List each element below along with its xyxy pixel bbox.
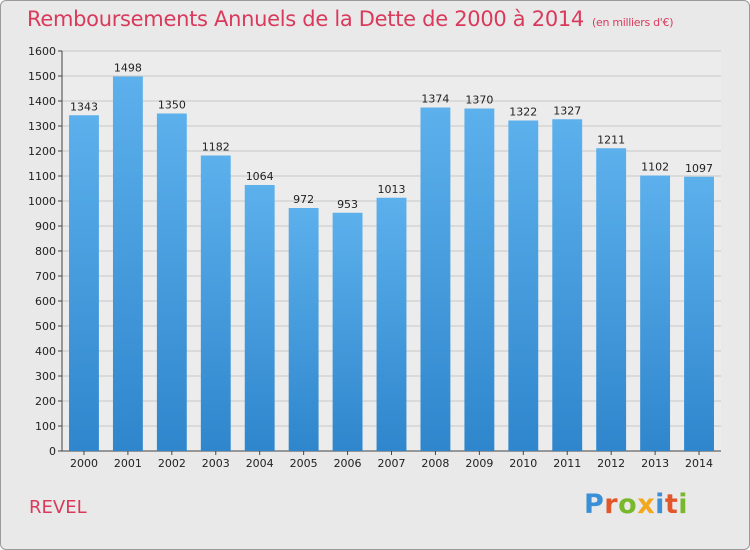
- y-tick-label: 1200: [28, 145, 56, 158]
- logo-letter: i: [655, 489, 665, 520]
- data-label: 1182: [202, 141, 230, 154]
- chart-title-text: Remboursements Annuels de la Dette de 20…: [27, 7, 584, 31]
- bar: [640, 175, 671, 451]
- y-tick-label: 0: [49, 445, 56, 458]
- logo-letter: P: [584, 489, 605, 520]
- y-tick-label: 500: [35, 320, 56, 333]
- bar: [69, 115, 99, 451]
- x-tick-label: 2011: [553, 457, 581, 470]
- y-tick-label: 1400: [28, 95, 56, 108]
- bar: [332, 212, 363, 451]
- data-label: 1350: [158, 99, 186, 112]
- logo-letter: x: [637, 489, 656, 520]
- bar: [552, 119, 583, 451]
- chart-title: Remboursements Annuels de la Dette de 20…: [27, 7, 673, 31]
- data-label: 1327: [553, 104, 581, 117]
- y-tick-label: 100: [35, 420, 56, 433]
- data-label: 1013: [378, 183, 406, 196]
- bar: [596, 148, 627, 451]
- proxiti-logo: Proxiti: [584, 489, 688, 520]
- chart-unit-note: (en milliers d'€): [592, 16, 674, 29]
- y-tick-label: 1600: [28, 45, 56, 58]
- data-label: 1097: [685, 162, 713, 175]
- y-tick-label: 200: [35, 395, 56, 408]
- x-tick-label: 2014: [685, 457, 713, 470]
- data-label: 1322: [509, 106, 537, 119]
- data-label: 972: [293, 193, 314, 206]
- y-tick-label: 1300: [28, 120, 56, 133]
- y-tick-label: 700: [35, 270, 56, 283]
- data-label: 1374: [421, 93, 449, 106]
- bar: [508, 120, 539, 451]
- data-label: 1211: [597, 133, 625, 146]
- commune-name: REVEL: [29, 497, 87, 518]
- x-tick-label: 2009: [465, 457, 493, 470]
- y-tick-label: 1100: [28, 170, 56, 183]
- data-label: 953: [337, 198, 358, 211]
- y-tick-label: 1000: [28, 195, 56, 208]
- data-label: 1064: [246, 170, 274, 183]
- data-label: 1102: [641, 161, 669, 174]
- y-tick-label: 900: [35, 220, 56, 233]
- bar: [420, 107, 451, 451]
- bar: [288, 208, 319, 451]
- y-tick-label: 400: [35, 345, 56, 358]
- x-tick-label: 2008: [421, 457, 449, 470]
- x-tick-label: 2010: [509, 457, 537, 470]
- x-tick-label: 2003: [202, 457, 230, 470]
- x-tick-label: 2005: [290, 457, 318, 470]
- x-tick-label: 2007: [378, 457, 406, 470]
- logo-letter: o: [618, 489, 638, 520]
- y-tick-label: 800: [35, 245, 56, 258]
- bar: [464, 108, 495, 451]
- logo-letter: i: [678, 489, 689, 520]
- data-label: 1370: [465, 94, 493, 107]
- x-tick-label: 2012: [597, 457, 625, 470]
- x-tick-label: 2001: [114, 457, 142, 470]
- bar: [200, 155, 231, 451]
- x-tick-label: 2000: [70, 457, 98, 470]
- bar: [112, 76, 143, 451]
- data-label: 1498: [114, 62, 142, 75]
- logo-letter: t: [664, 489, 679, 520]
- bar: [376, 197, 407, 451]
- x-tick-label: 2013: [641, 457, 669, 470]
- bar: [684, 176, 714, 451]
- x-tick-label: 2002: [158, 457, 186, 470]
- y-tick-label: 600: [35, 295, 56, 308]
- x-tick-label: 2006: [334, 457, 362, 470]
- data-label: 1343: [70, 100, 98, 113]
- x-tick-label: 2004: [246, 457, 274, 470]
- logo-letter: r: [604, 489, 619, 520]
- bar: [244, 185, 275, 451]
- y-tick-label: 300: [35, 370, 56, 383]
- y-tick-label: 1500: [28, 70, 56, 83]
- bar: [156, 113, 187, 451]
